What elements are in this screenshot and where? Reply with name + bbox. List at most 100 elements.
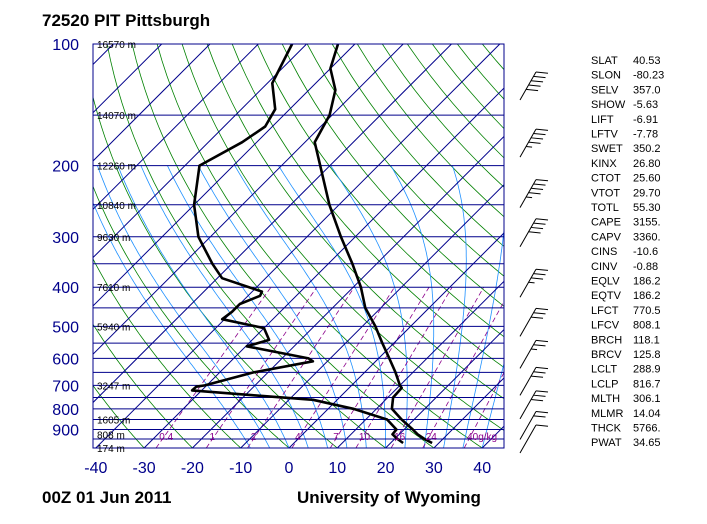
index-name: SHOW: [591, 99, 626, 111]
height-labels: 16570 m 14070 m 12260 m 10840 m 9630 m 7610 m…: [97, 40, 136, 455]
index-name: LCLP: [591, 378, 619, 390]
mixing-ratio-label: 0.4: [159, 432, 173, 443]
mixing-ratio-line: [291, 287, 395, 448]
pressure-tick-label: 900: [52, 423, 79, 440]
wind-barb-flag: [528, 141, 541, 144]
wind-barb-staff: [519, 71, 537, 101]
source-label: University of Wyoming: [297, 488, 481, 507]
index-value: 26.80: [633, 158, 661, 170]
index-name: LFCT: [591, 305, 619, 317]
pressure-tick-label: 100: [52, 37, 79, 54]
isotherm-line: [93, 44, 307, 259]
pressure-tick-label: 700: [52, 378, 79, 395]
wind-barb-flag: [530, 80, 544, 83]
index-name: PWAT: [591, 437, 622, 449]
height-label: 10840 m: [97, 201, 136, 212]
dry-adiabat-line: [231, 44, 504, 368]
height-label: 808 m: [97, 430, 125, 441]
isotherm-line: [93, 44, 163, 114]
wind-barb-flag: [530, 348, 538, 351]
temperature-tick-label: 40: [473, 460, 491, 477]
mixing-ratio-lines: [155, 286, 504, 448]
isotherm-line: [93, 44, 452, 404]
wind-barb-flag: [533, 415, 546, 418]
moist-adiabats: [93, 165, 504, 448]
isotherm-line: [93, 44, 211, 162]
index-name: CAPE: [591, 217, 621, 229]
temperature-tick-label: 0: [285, 460, 294, 477]
index-value: 55.30: [633, 202, 661, 214]
index-value: 816.7: [633, 378, 661, 390]
index-name: TOTL: [591, 202, 619, 214]
wind-barb-flag: [533, 132, 546, 136]
temperature-tick-label: 30: [425, 460, 443, 477]
wind-barb: [519, 424, 549, 454]
mixing-ratio-line: [205, 287, 318, 448]
wind-barb-flag: [528, 84, 541, 87]
index-name: CINS: [591, 246, 617, 258]
isotherm-line: [288, 232, 504, 448]
mixing-ratio-label: 16: [394, 432, 406, 443]
wind-barb-flag: [535, 411, 549, 414]
temperature-tick-label: 20: [377, 460, 395, 477]
isobars: [93, 44, 504, 448]
isotherm-line: [385, 328, 504, 448]
wind-barb-flag: [530, 277, 544, 280]
index-name: MLMR: [591, 408, 623, 420]
temperature-tick-label: 10: [328, 460, 346, 477]
isotherms: [93, 44, 504, 448]
index-name: LCLT: [591, 364, 617, 376]
wind-barb-staff: [519, 179, 537, 208]
index-name: CAPV: [591, 231, 622, 243]
height-label: 5940 m: [97, 322, 130, 333]
wind-barb-flag: [535, 128, 549, 131]
plot-area: [93, 44, 504, 448]
mixing-ratio-label: 10: [359, 432, 371, 443]
wind-barb-staff: [519, 424, 537, 454]
index-name: SLON: [591, 70, 621, 82]
index-name: EQTV: [591, 290, 622, 302]
wind-barb-flag: [528, 231, 541, 234]
dry-adiabat-line: [406, 44, 504, 159]
dry-adiabat-line: [181, 44, 504, 431]
wind-barb: [519, 411, 549, 440]
wind-barb: [519, 179, 549, 208]
pressure-tick-label: 400: [52, 280, 79, 297]
moist-adiabat-line: [117, 165, 290, 448]
index-value: -0.88: [633, 261, 658, 273]
mixing-ratio-label: 1: [210, 432, 216, 443]
temperature-tick-label: -10: [229, 460, 252, 477]
index-name: LIFT: [591, 114, 614, 126]
height-label: 3247 m: [97, 381, 130, 392]
mixing-ratio-line: [329, 287, 430, 448]
index-value: 29.70: [633, 187, 661, 199]
dewpoint-profile: [190, 44, 404, 445]
index-name: VTOT: [591, 187, 620, 199]
wind-barb-flag: [530, 137, 544, 140]
index-name: BRCH: [591, 334, 622, 346]
index-value: 25.60: [633, 173, 661, 185]
wind-barb-flag: [535, 179, 549, 182]
index-value: 3360.: [633, 231, 661, 243]
wind-barb-flag: [526, 88, 539, 92]
pressure-axis: 100 200 300 400 500 600 700 800 900: [52, 37, 79, 440]
height-label: 9630 m: [97, 233, 130, 244]
index-value: 5766.: [633, 423, 661, 435]
wind-barb-flag: [533, 312, 546, 315]
wind-barb: [519, 307, 549, 337]
pressure-tick-label: 500: [52, 319, 79, 336]
isotherm-line: [95, 44, 501, 448]
temperature-tick-label: -20: [181, 460, 204, 477]
isotherm-line: [93, 44, 259, 211]
wind-barb-flag: [533, 371, 546, 374]
isotherm-line: [93, 44, 404, 355]
index-name: CTOT: [591, 173, 621, 185]
pressure-tick-label: 200: [52, 159, 79, 176]
wind-barb-flag: [533, 394, 546, 397]
wind-barb-flag: [526, 145, 533, 148]
wind-barb-flag: [535, 218, 549, 221]
wind-barb-flag: [528, 192, 541, 195]
height-label: 1605 m: [97, 416, 130, 427]
wind-barb: [519, 366, 549, 396]
index-value: 3155.: [633, 217, 661, 229]
